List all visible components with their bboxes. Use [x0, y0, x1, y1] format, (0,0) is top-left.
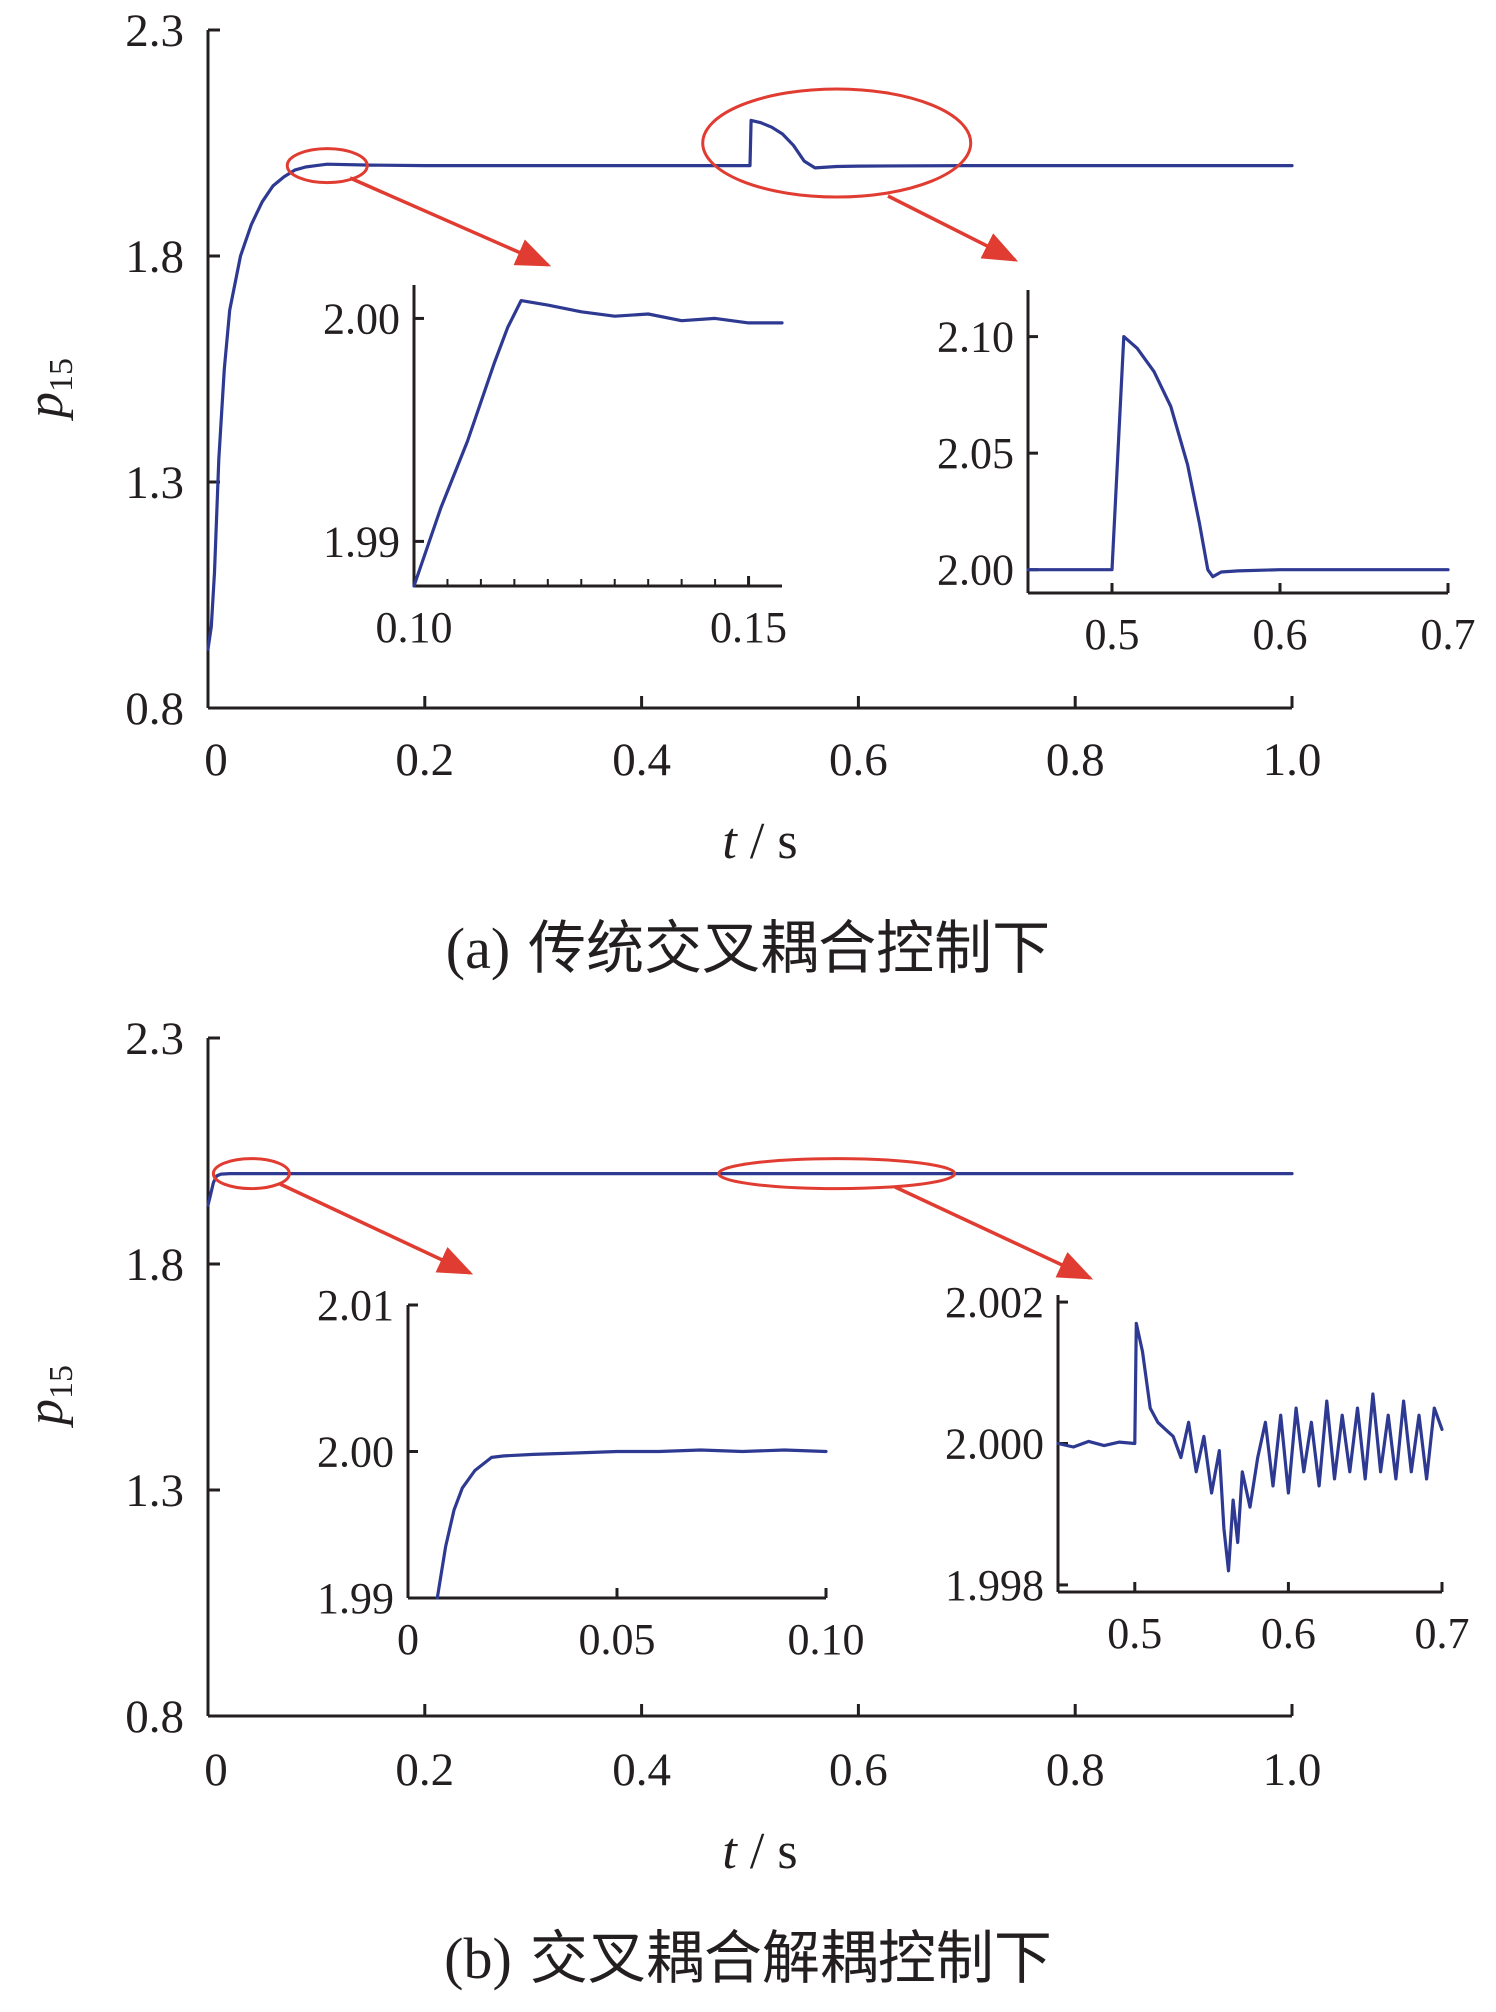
inset-y-tick-label: 2.00	[323, 294, 400, 343]
inset-y-tick-label: 2.01	[317, 1281, 394, 1330]
inset-y-tick-label: 2.000	[945, 1420, 1044, 1469]
inset-x-tick-label: 0.6	[1253, 610, 1308, 659]
inset-x-tick-label: 0.7	[1415, 1609, 1470, 1658]
chart-a-y-axis-title: p15	[17, 358, 80, 422]
y-tick-label: 2.3	[125, 5, 184, 57]
x-tick-label: 0	[204, 734, 228, 786]
highlight-ellipse	[717, 1157, 957, 1191]
x-tick-label: 1.0	[1263, 734, 1322, 786]
series-line	[206, 1172, 1294, 1207]
x-tick-label: 1.0	[1263, 1744, 1322, 1796]
chart-a-caption: (a) 传统交叉耦合控制下	[446, 916, 1050, 981]
x-tick-label: 0.6	[829, 734, 888, 786]
inset-y-tick-label: 1.998	[945, 1561, 1044, 1610]
inset-y-tick-label: 2.002	[945, 1278, 1044, 1327]
chart-a-series	[206, 118, 1294, 651]
inset-x-tick-label: 0.6	[1261, 1609, 1316, 1658]
inset-series-line	[435, 1448, 828, 1600]
x-tick-label: 0.2	[395, 734, 454, 786]
inset-y-tick-label: 2.00	[317, 1428, 394, 1477]
chart-a-inset-2: 0.5 0.6 0.7 2.00 2.05 2.10	[937, 290, 1476, 659]
inset-x-tick-label: 0	[397, 1615, 419, 1664]
highlight-ellipse	[701, 87, 973, 199]
inset-x-tick-label: 0.05	[579, 1615, 656, 1664]
highlight-ellipse	[211, 1157, 291, 1191]
chart-a: 0 0.2 0.4 0.6 0.8 1.0 0.8 1.3 1.8 2.3 0.10 0.15 1.9…	[17, 5, 1476, 981]
chart-b-inset-2: 0.5 0.6 0.7 1.998 2.000 2.002	[945, 1278, 1470, 1658]
x-tick-label: 0.4	[612, 734, 671, 786]
inset-y-tick-label: 1.99	[323, 517, 400, 566]
chart-a-x-axis-title: t / s	[722, 813, 797, 870]
chart-b-series	[206, 1172, 1294, 1207]
x-tick-label: 0.2	[395, 1744, 454, 1796]
chart-b-inset-1: 0 0.05 0.10 1.99 2.00 2.01	[317, 1281, 865, 1664]
y-tick-label: 1.8	[125, 231, 184, 283]
y-tick-label: 1.8	[125, 1239, 184, 1291]
series-line	[206, 118, 1294, 651]
chart-b: 0 0.2 0.4 0.6 0.8 1.0 0.8 1.3 1.8 2.3 0 0.05 0.10 1.…	[17, 1013, 1470, 1991]
x-tick-label: 0.6	[829, 1744, 888, 1796]
inset-series-line	[1026, 335, 1450, 579]
zoom-arrow	[279, 1182, 474, 1275]
chart-a-axes: 0 0.2 0.4 0.6 0.8 1.0 0.8 1.3 1.8 2.3	[125, 5, 1321, 786]
inset-y-tick-label: 2.05	[937, 429, 1014, 478]
chart-a-inset-1: 0.10 0.15 1.99 2.00	[323, 285, 787, 652]
inset-x-tick-label: 0.5	[1085, 610, 1140, 659]
chart-b-annotations	[211, 1157, 1094, 1280]
inset-y-tick-label: 1.99	[317, 1574, 394, 1623]
inset-x-tick-label: 0.10	[788, 1615, 865, 1664]
inset-series-line	[1056, 1321, 1444, 1573]
inset-x-tick-label: 0.15	[710, 603, 787, 652]
inset-y-tick-label: 2.00	[937, 546, 1014, 595]
zoom-arrow	[349, 176, 552, 267]
inset-series-line	[412, 299, 784, 588]
chart-b-caption: (b) 交叉耦合解耦控制下	[444, 1926, 1052, 1991]
x-tick-label: 0.8	[1046, 734, 1105, 786]
y-tick-label: 0.8	[125, 1691, 184, 1743]
chart-b-x-axis-title: t / s	[722, 1823, 797, 1880]
inset-y-tick-label: 2.10	[937, 313, 1014, 362]
x-tick-label: 0	[204, 1744, 228, 1796]
zoom-arrow	[894, 1185, 1094, 1280]
y-tick-label: 1.3	[125, 457, 184, 509]
zoom-arrow	[887, 194, 1019, 262]
y-tick-label: 2.3	[125, 1013, 184, 1065]
inset-x-tick-label: 0.10	[376, 603, 453, 652]
y-tick-label: 0.8	[125, 683, 184, 735]
x-tick-label: 0.4	[612, 1744, 671, 1796]
y-tick-label: 1.3	[125, 1465, 184, 1517]
chart-b-axes: 0 0.2 0.4 0.6 0.8 1.0 0.8 1.3 1.8 2.3	[125, 1013, 1321, 1796]
chart-b-y-axis-title: p15	[17, 1365, 80, 1429]
inset-x-tick-label: 0.7	[1421, 610, 1476, 659]
highlight-ellipse	[285, 147, 369, 185]
x-tick-label: 0.8	[1046, 1744, 1105, 1796]
inset-x-tick-label: 0.5	[1107, 1609, 1162, 1658]
chart-a-annotations	[285, 87, 1019, 267]
